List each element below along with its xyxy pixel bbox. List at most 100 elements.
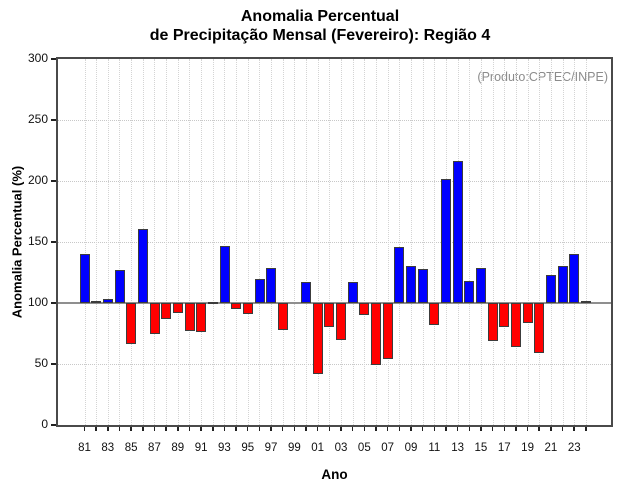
bar-23 — [569, 254, 580, 303]
x-tick-label: 97 — [264, 442, 278, 454]
x-tick-label: 83 — [101, 442, 115, 454]
x-tick — [573, 425, 575, 431]
bar-96 — [254, 278, 265, 303]
bar-92 — [207, 301, 218, 304]
x-tick — [585, 425, 587, 431]
v-gridline — [434, 59, 436, 425]
bar-20 — [534, 303, 545, 354]
v-gridline — [282, 59, 284, 425]
x-tick — [305, 425, 307, 431]
y-tick-label: 200 — [27, 173, 48, 187]
x-tick — [386, 425, 389, 431]
x-tick — [340, 425, 342, 431]
x-tick-label: 87 — [148, 442, 161, 454]
bar-09 — [406, 266, 417, 303]
y-tick-label: 50 — [34, 356, 48, 370]
bar-11 — [429, 303, 440, 325]
v-gridline — [480, 59, 482, 425]
baseline-100 — [58, 302, 611, 304]
x-tick — [491, 425, 494, 431]
x-tick — [468, 425, 471, 431]
x-tick — [165, 425, 167, 431]
v-gridline — [294, 59, 296, 425]
v-gridline — [562, 59, 564, 425]
bar-94 — [231, 303, 242, 310]
x-tick — [177, 425, 179, 431]
v-gridline — [154, 59, 156, 425]
bar-15 — [476, 267, 487, 303]
h-gridline — [58, 120, 611, 121]
v-gridline — [224, 59, 226, 425]
v-gridline — [539, 59, 541, 425]
x-tick — [375, 425, 377, 431]
x-tick-label: 99 — [287, 442, 301, 454]
bar-83 — [102, 299, 113, 303]
x-tick — [270, 425, 272, 431]
v-gridline — [352, 59, 354, 425]
x-tick — [503, 425, 505, 431]
bar-06 — [371, 303, 382, 366]
x-tick — [421, 425, 424, 431]
y-tick — [51, 58, 58, 60]
x-tick — [281, 425, 284, 431]
y-tick-label: 150 — [27, 234, 48, 248]
x-tick — [351, 425, 354, 431]
x-tick — [142, 425, 144, 431]
x-tick-label: 03 — [334, 442, 348, 454]
bar-10 — [417, 268, 428, 303]
x-tick-label: 85 — [124, 442, 138, 454]
bar-03 — [336, 303, 347, 340]
bar-98 — [277, 303, 288, 330]
x-tick-label: 13 — [451, 442, 464, 454]
x-tick-label: 93 — [218, 442, 231, 454]
y-tick-label: 250 — [27, 112, 48, 126]
x-tick — [107, 425, 109, 431]
x-tick-label: 81 — [78, 442, 91, 454]
bar-97 — [266, 267, 277, 303]
x-tick — [515, 425, 517, 431]
v-gridline — [201, 59, 203, 425]
y-tick — [51, 119, 58, 121]
x-tick-label: 23 — [567, 442, 581, 454]
bar-04 — [347, 282, 358, 303]
bar-91 — [196, 303, 207, 333]
bar-18 — [511, 303, 522, 347]
bar-93 — [219, 245, 230, 303]
bar-14 — [464, 281, 475, 303]
bar-08 — [394, 246, 405, 303]
x-tick — [200, 425, 202, 431]
v-gridline — [236, 59, 238, 425]
bar-21 — [546, 274, 556, 303]
x-tick — [223, 425, 226, 431]
x-tick — [293, 425, 296, 431]
x-tick — [410, 425, 412, 431]
plot-frame — [56, 57, 613, 427]
bar-95 — [242, 303, 253, 314]
v-gridline — [84, 59, 86, 425]
x-tick — [83, 425, 86, 431]
h-gridline — [58, 181, 611, 182]
v-gridline — [107, 59, 109, 425]
bar-88 — [161, 303, 172, 319]
x-tick — [258, 425, 261, 431]
bar-00 — [301, 282, 312, 303]
x-tick-label: 11 — [428, 442, 441, 454]
bar-17 — [499, 303, 510, 328]
v-gridline — [469, 59, 471, 425]
bar-90 — [184, 303, 195, 332]
y-tick — [51, 241, 58, 243]
bar-87 — [149, 303, 160, 334]
v-gridline — [259, 59, 261, 425]
x-tick — [363, 425, 366, 431]
bar-24 — [580, 300, 591, 303]
x-tick — [526, 425, 529, 431]
x-tick-label: 07 — [381, 442, 395, 454]
x-tick — [328, 425, 331, 431]
bar-84 — [114, 270, 125, 303]
x-tick — [246, 425, 249, 431]
v-gridline — [410, 59, 412, 425]
y-tick-label: 100 — [27, 295, 48, 309]
x-tick — [235, 425, 237, 431]
x-tick — [550, 425, 552, 431]
y-tick-label: 300 — [27, 51, 48, 65]
